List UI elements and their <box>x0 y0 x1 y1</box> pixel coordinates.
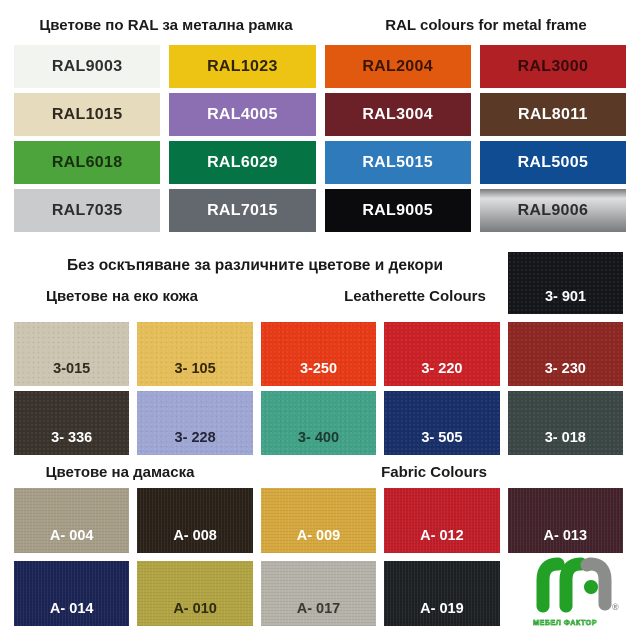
swatch-a-010: A- 010 <box>137 561 253 626</box>
heading-leatherette-bulgarian: Цветове на еко кожа <box>46 288 198 305</box>
leatherette-swatch-grid: 3-015 3- 105 3-250 3- 220 3- 230 3- 336 … <box>14 322 623 455</box>
swatch-label: RAL7035 <box>51 201 123 219</box>
swatch-label: A- 019 <box>420 601 464 617</box>
swatch-label: 3- 230 <box>544 361 586 377</box>
swatch-label: RAL6018 <box>51 153 123 171</box>
swatch-label: RAL5005 <box>517 153 589 171</box>
swatch-ral6029: RAL6029 <box>169 141 316 184</box>
mebel-faktor-logo: ® МЕБЕЛ ФАКТОР <box>533 557 619 627</box>
swatch-label: RAL9006 <box>517 201 589 219</box>
heading-fabric-english: Fabric Colours <box>381 464 487 481</box>
swatch-3-228: 3- 228 <box>137 391 253 455</box>
swatch-label: 3-250 <box>299 361 338 377</box>
swatch-label: 3-015 <box>53 361 91 377</box>
heading-ral-english: RAL colours for metal frame <box>385 17 587 34</box>
heading-leatherette-english: Leatherette Colours <box>344 288 486 305</box>
logo-stroke-green-2 <box>559 557 588 613</box>
swatch-label: RAL1023 <box>207 57 278 75</box>
swatch-3-015: 3-015 <box>14 322 130 386</box>
swatch-label: RAL9005 <box>362 201 433 219</box>
swatch-label: RAL8011 <box>518 105 588 123</box>
swatch-ral7035: RAL7035 <box>14 189 161 232</box>
swatch-ral4005: RAL4005 <box>169 93 316 136</box>
swatch-ral7015: RAL7015 <box>169 189 316 232</box>
registered-mark-icon: ® <box>612 602 619 612</box>
swatch-label: 3- 228 <box>174 430 216 446</box>
swatch-a-019: A- 019 <box>384 561 500 626</box>
swatch-3-105: 3- 105 <box>137 322 253 386</box>
swatch-label: A- 004 <box>49 528 94 544</box>
swatch-label: A- 009 <box>296 528 341 544</box>
swatch-ral3000: RAL3000 <box>479 45 626 88</box>
swatch-ral8011: RAL8011 <box>479 93 626 136</box>
swatch-ral1023: RAL1023 <box>169 45 316 88</box>
swatch-label: RAL4005 <box>207 105 278 123</box>
swatch-a-004: A- 004 <box>14 488 130 553</box>
swatch-3-901: 3- 901 <box>508 252 623 314</box>
swatch-label: 3- 400 <box>297 430 340 446</box>
swatch-label: 3- 105 <box>174 361 216 377</box>
heading-fabric-bulgarian: Цветове на дамаска <box>45 464 195 481</box>
fabric-swatch-grid: A- 004 A- 008 A- 009 A- 012 A- 013 A- 01… <box>14 488 623 626</box>
swatch-ral9006: RAL9006 <box>479 189 626 232</box>
swatch-ral9005: RAL9005 <box>324 189 471 232</box>
logo-caption: МЕБЕЛ ФАКТОР <box>533 618 597 627</box>
swatch-label: A- 014 <box>49 601 94 617</box>
swatch-ral2004: RAL2004 <box>324 45 471 88</box>
heading-ral-bulgarian: Цветове по RAL за метална рамка <box>39 17 293 34</box>
swatch-label: A- 008 <box>173 528 217 544</box>
swatch-label: 3- 336 <box>51 430 93 446</box>
swatch-3-505: 3- 505 <box>384 391 500 455</box>
swatch-label: A- 013 <box>543 528 588 544</box>
swatch-3-220: 3- 220 <box>384 322 500 386</box>
swatch-label: RAL9003 <box>51 57 123 75</box>
swatch-a-008: A- 008 <box>137 488 253 553</box>
swatch-label: A- 012 <box>420 528 464 544</box>
swatch-label: A- 010 <box>173 601 217 617</box>
swatch-3-230: 3- 230 <box>507 322 623 386</box>
logo-stroke-green-1 <box>536 557 565 613</box>
swatch-label: RAL7015 <box>207 201 278 219</box>
swatch-label: RAL1015 <box>51 105 123 123</box>
swatch-ral9003: RAL9003 <box>14 45 161 88</box>
swatch-label: 3- 505 <box>421 430 463 446</box>
swatch-3-336: 3- 336 <box>14 391 130 455</box>
swatch-a-014: A- 014 <box>14 561 130 626</box>
swatch-3-018: 3- 018 <box>507 391 623 455</box>
logo-stroke-grey <box>580 557 612 611</box>
swatch-label: RAL3004 <box>362 105 433 123</box>
heading-no-surcharge: Без оскъпяване за различните цветове и д… <box>66 257 444 274</box>
swatch-ral5005: RAL5005 <box>479 141 626 184</box>
swatch-label: 3- 018 <box>544 430 586 446</box>
swatch-3-400: 3- 400 <box>260 391 377 455</box>
swatch-ral3004: RAL3004 <box>324 93 471 136</box>
swatch-label: 3- 220 <box>421 361 463 377</box>
swatch-ral6018: RAL6018 <box>14 141 161 184</box>
ral-swatch-grid: RAL9003 RAL1023 RAL2004 RAL3000 RAL1015 … <box>14 45 626 232</box>
swatch-ral1015: RAL1015 <box>14 93 161 136</box>
logo-green-dot <box>584 580 598 594</box>
swatch-a-017: A- 017 <box>260 561 377 626</box>
swatch-a-013: A- 013 <box>507 488 623 553</box>
swatch-a-009: A- 009 <box>260 488 377 553</box>
swatch-label: A- 017 <box>296 601 341 617</box>
swatch-3-250: 3-250 <box>260 322 377 386</box>
swatch-label: RAL6029 <box>207 153 278 171</box>
swatch-label: RAL2004 <box>362 57 433 75</box>
swatch-label: RAL5015 <box>362 153 433 171</box>
swatch-label: 3- 901 <box>544 289 587 305</box>
swatch-ral5015: RAL5015 <box>324 141 471 184</box>
swatch-label: RAL3000 <box>517 57 589 75</box>
swatch-a-012: A- 012 <box>384 488 500 553</box>
